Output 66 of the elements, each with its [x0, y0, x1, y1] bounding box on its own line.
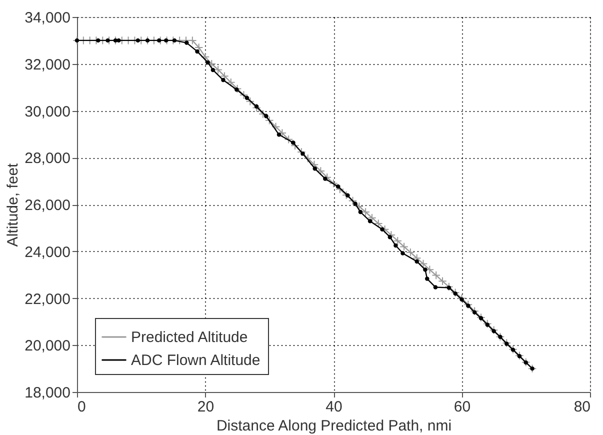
point — [106, 38, 110, 43]
point — [425, 276, 430, 281]
point — [312, 166, 318, 171]
point — [524, 360, 528, 365]
point — [504, 342, 509, 346]
point — [460, 297, 464, 302]
point — [510, 348, 516, 352]
point — [254, 104, 259, 109]
point — [290, 140, 296, 145]
x-tick-label: 20 — [197, 398, 214, 416]
point — [206, 60, 210, 65]
point — [345, 193, 350, 198]
y-tick-label: 34,000 — [24, 10, 70, 26]
point — [221, 78, 226, 82]
y-tick-label: 32,000 — [24, 56, 70, 74]
point — [353, 202, 358, 206]
point — [336, 184, 340, 189]
point — [244, 96, 250, 100]
point — [388, 234, 392, 240]
point — [116, 38, 121, 43]
point — [156, 38, 162, 43]
point — [172, 38, 177, 43]
point — [234, 88, 239, 92]
legend-label: ADC Flown Altitude — [131, 352, 260, 369]
point — [164, 38, 168, 43]
point — [446, 286, 452, 290]
point — [96, 38, 100, 43]
point — [264, 114, 268, 118]
y-axis-title: Altitude, feet — [4, 162, 22, 247]
y-tick-label: 20,000 — [24, 338, 70, 355]
point — [492, 328, 496, 334]
point — [433, 285, 438, 290]
point — [453, 291, 458, 296]
point — [472, 310, 477, 314]
y-tick-label: 18,000 — [24, 384, 70, 402]
point — [423, 268, 428, 272]
point — [184, 40, 189, 45]
point — [394, 243, 398, 248]
point — [195, 49, 200, 54]
point — [276, 132, 282, 137]
point — [300, 152, 305, 156]
point — [466, 304, 470, 308]
y-tick-label: 26,000 — [24, 197, 70, 214]
point — [498, 334, 502, 340]
point — [400, 251, 405, 256]
y-tick-label: 30,000 — [24, 103, 70, 120]
point — [478, 316, 484, 320]
x-tick-label: 40 — [326, 398, 342, 416]
point — [485, 322, 490, 327]
y-tick-label: 24,000 — [24, 244, 70, 261]
point — [323, 176, 328, 181]
point — [380, 227, 384, 232]
legend-label: Predicted Altitude — [131, 329, 248, 346]
point — [517, 354, 522, 358]
point — [530, 366, 534, 371]
y-tick-label: 22,000 — [24, 290, 70, 308]
point — [136, 38, 140, 43]
x-tick-label: 60 — [454, 398, 471, 416]
point — [368, 219, 372, 224]
y-tick-label: 28,000 — [24, 150, 70, 168]
x-tick-label: 80 — [574, 398, 590, 416]
x-axis-title: Distance Along Predicted Path, nmi — [216, 418, 452, 434]
point — [358, 210, 363, 214]
x-tick-label: 0 — [78, 398, 86, 416]
point — [414, 259, 419, 264]
point — [210, 68, 216, 72]
